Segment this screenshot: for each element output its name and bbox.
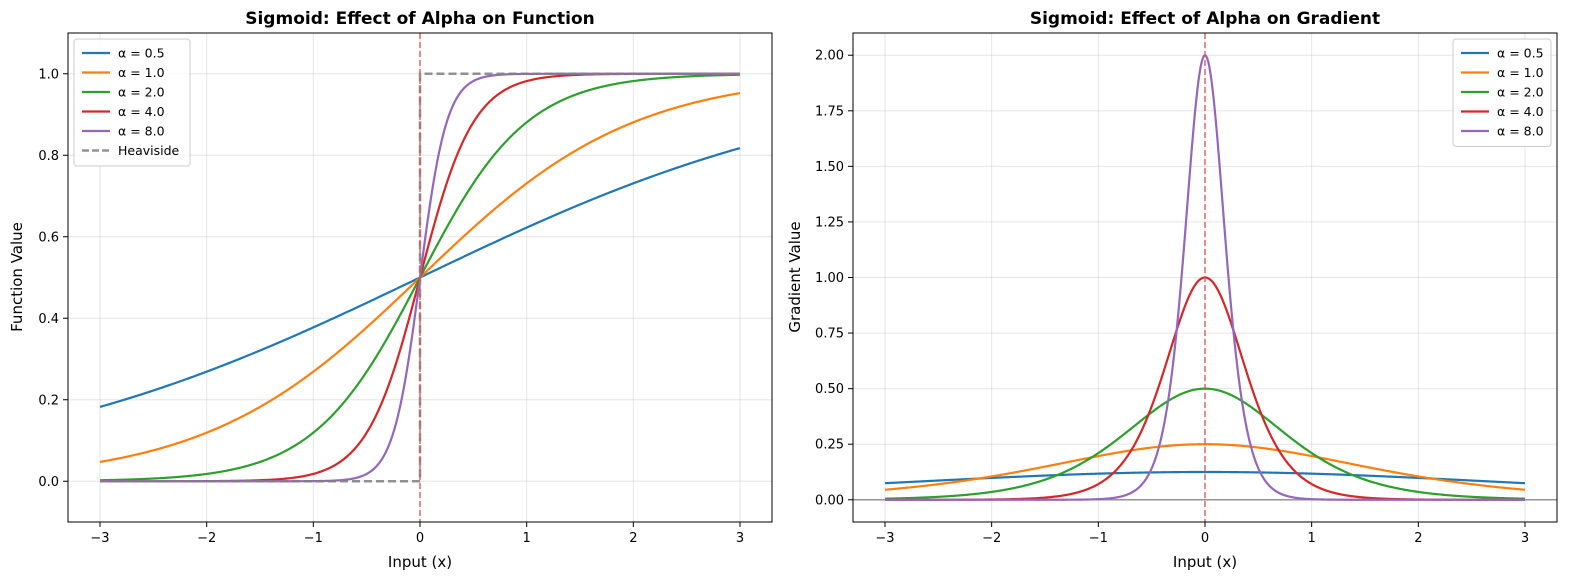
gradient-chart-ytick-label: 1.25 — [815, 215, 844, 230]
gradient-chart-ytick-label: 2.00 — [815, 49, 844, 64]
function-chart-xtick-label: 0 — [416, 531, 424, 546]
function-chart-ytick-label: 1.0 — [38, 67, 59, 82]
function-chart-xtick-label: −3 — [90, 531, 109, 546]
gradient-chart-ytick-label: 1.75 — [815, 104, 844, 119]
function-chart-xlabel: Input (x) — [388, 553, 452, 571]
function-chart-title: Sigmoid: Effect of Alpha on Function — [245, 9, 595, 29]
function-chart-xtick-label: −1 — [304, 531, 323, 546]
gradient-chart-legend-label: α = 4.0 — [1497, 104, 1544, 119]
function-chart-xtick-label: −2 — [197, 531, 216, 546]
gradient-chart-legend-label: α = 8.0 — [1497, 124, 1544, 139]
gradient-chart: Sigmoid: Effect of Alpha on Gradient Inp… — [786, 9, 1558, 571]
gradient-chart-legend: α = 0.5 α = 1.0 α = 2.0 α = 4.0 α = 8.0 — [1452, 38, 1552, 147]
gradient-chart-xtick-label: 3 — [1521, 531, 1529, 546]
function-chart-xtick-label: 1 — [523, 531, 531, 546]
function-chart-ytick-label: 0.2 — [38, 393, 59, 408]
gradient-chart-series-1 — [884, 443, 1526, 491]
function-chart-ylabel: Function Value — [8, 222, 26, 332]
gradient-chart-xtick-label: −2 — [982, 531, 1001, 546]
gradient-chart-ylabel: Gradient Value — [786, 221, 804, 332]
function-chart-legend-label: α = 4.0 — [118, 104, 165, 119]
gradient-chart-xtick-label: 0 — [1201, 531, 1209, 546]
gradient-chart-ytick-label: 0.75 — [815, 327, 844, 342]
function-chart-legend-label: Heaviside — [118, 143, 180, 158]
function-chart-xtick-label: 3 — [736, 531, 744, 546]
gradient-chart-series-0 — [884, 470, 1526, 485]
function-chart-legend: α = 0.5 α = 1.0 α = 2.0 α = 4.0 α = 8.0 Heavi… — [73, 38, 191, 167]
gradient-chart-xtick-label: 2 — [1414, 531, 1422, 546]
gradient-chart-ytick-label: 0.00 — [815, 493, 844, 508]
gradient-chart-legend-label: α = 2.0 — [1497, 85, 1544, 100]
function-chart: Sigmoid: Effect of Alpha on Function Inp… — [8, 9, 773, 571]
gradient-chart-ytick-label: 0.50 — [815, 382, 844, 397]
gradient-chart-title: Sigmoid: Effect of Alpha on Gradient — [1030, 9, 1380, 29]
gradient-chart-ytick-label: 0.25 — [815, 438, 844, 453]
gradient-chart-xlabel: Input (x) — [1173, 553, 1237, 571]
function-chart-ytick-label: 0.8 — [38, 149, 59, 164]
function-chart-xtick-label: 2 — [629, 531, 637, 546]
function-chart-ytick-label: 0.6 — [38, 230, 59, 245]
gradient-chart-plot-area: −3 −2 −1 0 1 2 3 0.00 0.25 0.50 0.75 1.00 1.25 1.50 1.… — [815, 32, 1558, 546]
function-chart-legend-label: α = 2.0 — [118, 85, 165, 100]
gradient-chart-legend-label: α = 0.5 — [1497, 46, 1544, 61]
function-chart-legend-label: α = 8.0 — [118, 124, 165, 139]
function-chart-legend-label: α = 1.0 — [118, 65, 165, 80]
function-chart-legend-box — [73, 38, 191, 167]
gradient-chart-xtick-label: −1 — [1089, 531, 1108, 546]
gradient-chart-legend-label: α = 1.0 — [1497, 65, 1544, 80]
function-chart-ytick-label: 0.0 — [38, 475, 59, 490]
gradient-chart-ytick-label: 1.50 — [815, 160, 844, 175]
gradient-chart-ytick-label: 1.00 — [815, 271, 844, 286]
gradient-chart-xtick-label: −3 — [875, 531, 894, 546]
function-chart-legend-label: α = 0.5 — [118, 46, 165, 61]
gradient-chart-legend-box — [1452, 38, 1552, 147]
gradient-chart-xtick-label: 1 — [1308, 531, 1316, 546]
function-chart-ytick-label: 0.4 — [38, 312, 59, 327]
